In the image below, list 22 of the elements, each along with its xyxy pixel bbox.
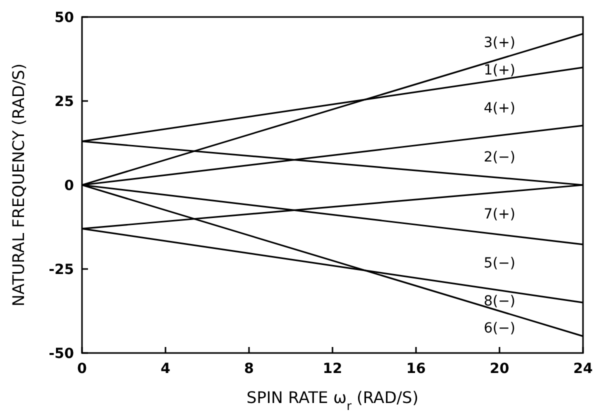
y-tick-label: -25 (48, 262, 74, 278)
y-tick-label: 25 (54, 94, 74, 110)
x-axis-title: SPIN RATE ω$_{r}$ (RAD/S) (246, 388, 418, 413)
x-tick-label: 0 (77, 361, 88, 377)
series-label: 8(−) (484, 294, 516, 310)
series-label: 4(+) (484, 100, 516, 116)
x-tick-label: 12 (322, 361, 342, 377)
y-axis-title: NATURAL FREQUENCY (RAD/S) (9, 64, 28, 306)
series-label: 5(−) (484, 255, 516, 272)
series-label: 1(+) (484, 62, 516, 78)
x-tick-label: 16 (406, 361, 426, 377)
x-tick-label: 8 (244, 361, 254, 377)
x-tick-label: 4 (160, 361, 171, 377)
series-label: 7(+) (484, 206, 516, 222)
y-tick-label: -50 (48, 346, 74, 362)
x-tick-label: 24 (573, 361, 593, 377)
x-tick-label: 20 (490, 361, 510, 377)
series-label: 2(−) (484, 149, 516, 166)
y-tick-label: 0 (64, 178, 74, 194)
series-label: 6(−) (484, 320, 516, 337)
series-label: 3(+) (484, 35, 516, 52)
y-tick-label: 50 (54, 10, 74, 26)
